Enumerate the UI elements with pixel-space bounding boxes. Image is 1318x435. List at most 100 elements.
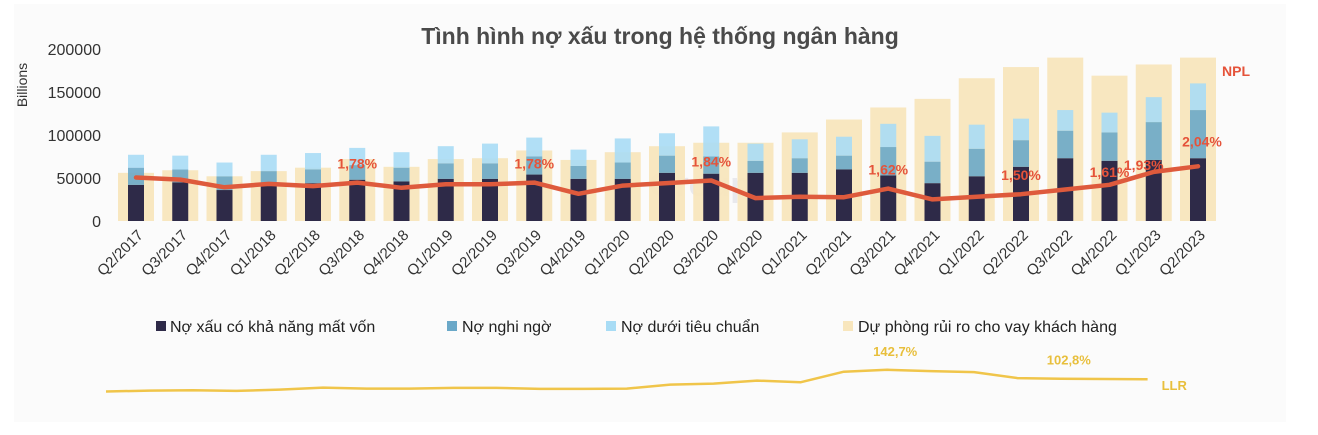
y-axis: 0 50000 100000 150000 200000: [48, 42, 101, 231]
legend-swatch: [843, 321, 853, 331]
substandard-debt-bar: [659, 133, 675, 156]
substandard-debt-bar: [1101, 112, 1118, 133]
legend-label: Nợ dưới tiêu chuẩn: [621, 318, 759, 336]
substandard-debt-bar: [1057, 110, 1074, 131]
doubtful-debt-bar: [349, 165, 366, 180]
doubtful-debt-bar: [260, 171, 277, 185]
legend: Nợ xấu có khả năng mất vốn Nợ nghi ngờ Nợ …: [156, 318, 1117, 336]
y-tick-label: 50000: [57, 171, 102, 188]
doubtful-debt-bar: [305, 169, 321, 184]
substandard-debt-bar: [526, 137, 543, 157]
substandard-debt-bar: [703, 126, 720, 157]
y-tick-label: 100000: [48, 128, 101, 145]
doubtful-debt-bar: [880, 147, 897, 176]
npl-data-label: 1,78%: [514, 156, 554, 172]
substandard-debt-bar: [128, 154, 144, 168]
y-axis-label: Billions: [14, 63, 30, 107]
legend-label: Dự phòng rủi ro cho vay khách hàng: [858, 319, 1117, 336]
substandard-debt-bar: [924, 135, 941, 162]
loss-debt-bar: [349, 179, 366, 221]
doubtful-debt-bar: [1190, 110, 1206, 159]
doubtful-debt-bar: [614, 162, 631, 179]
legend-swatch: [156, 321, 166, 331]
legend-label: Nợ nghi ngờ: [462, 319, 552, 336]
loss-debt-bar: [1190, 158, 1206, 221]
legend-label: Nợ xấu có khả năng mất vốn: [170, 319, 375, 336]
npl-data-label: 1,84%: [691, 153, 731, 169]
doubtful-debt-bar: [703, 156, 720, 174]
legend-swatch: [606, 321, 616, 331]
npl-data-label: 1,78%: [337, 156, 377, 172]
doubtful-debt-bar: [570, 165, 587, 179]
y-tick-label: 150000: [48, 85, 101, 102]
substandard-debt-bar: [260, 154, 277, 172]
npl-series-label: NPL: [1222, 63, 1250, 79]
loss-debt-bar: [172, 182, 189, 221]
npl-data-label: 1,61%: [1090, 164, 1130, 180]
llr-data-label: 142,7%: [873, 344, 918, 359]
substandard-debt-bar: [1145, 97, 1162, 123]
loss-debt-bar: [128, 184, 144, 221]
doubtful-debt-bar: [482, 163, 498, 179]
loss-debt-bar: [526, 174, 543, 221]
substandard-debt-bar: [570, 149, 587, 166]
loss-debt-bar: [260, 184, 277, 221]
loss-debt-bar: [216, 190, 233, 221]
doubtful-debt-bar: [1145, 122, 1162, 160]
loss-debt-bar: [703, 173, 720, 221]
substandard-debt-bar: [968, 124, 985, 149]
npl-data-label: 1,50%: [1001, 167, 1041, 183]
doubtful-debt-bar: [1057, 130, 1074, 159]
bar-series: [118, 57, 1216, 222]
loss-debt-bar: [924, 183, 941, 221]
legend-swatch: [447, 321, 457, 331]
substandard-debt-bar: [1013, 118, 1029, 141]
substandard-debt-bar: [747, 143, 764, 161]
chart-title: Tình hình nợ xấu trong hệ thống ngân hàn…: [421, 23, 899, 49]
doubtful-debt-bar: [747, 160, 764, 173]
substandard-debt-bar: [349, 147, 366, 166]
npl-data-label: 1,62%: [868, 162, 908, 178]
doubtful-debt-bar: [1013, 140, 1029, 167]
npl-data-label: 2,04%: [1182, 133, 1222, 149]
substandard-debt-bar: [172, 155, 189, 170]
llr-line: [105, 368, 1148, 393]
doubtful-debt-bar: [526, 156, 543, 175]
y-tick-label: 200000: [48, 42, 101, 59]
doubtful-debt-bar: [1101, 132, 1118, 161]
doubtful-debt-bar: [659, 155, 675, 173]
loss-debt-bar: [482, 178, 498, 221]
loss-debt-bar: [1101, 160, 1118, 221]
llr-series-label: LLR: [1162, 378, 1188, 393]
doubtful-debt-bar: [791, 158, 808, 173]
y-tick-label: 0: [92, 214, 101, 231]
doubtful-debt-bar: [836, 155, 852, 170]
npl-data-label: 1,93%: [1124, 157, 1164, 173]
substandard-debt-bar: [1190, 83, 1206, 111]
npl-line: [133, 164, 1201, 202]
loss-debt-bar: [305, 183, 321, 221]
substandard-debt-bar: [216, 162, 233, 177]
substandard-debt-bar: [614, 138, 631, 163]
substandard-debt-bar: [791, 139, 808, 159]
loss-debt-bar: [570, 178, 587, 221]
substandard-debt-bar: [482, 143, 498, 164]
doubtful-debt-bar: [968, 148, 985, 177]
llr-data-label: 102,8%: [1047, 353, 1092, 368]
substandard-debt-bar: [836, 136, 852, 156]
doubtful-debt-bar: [924, 161, 941, 184]
substandard-debt-bar: [393, 152, 410, 168]
substandard-debt-bar: [437, 146, 454, 164]
line-series: 1,78% 1,78% 1,84% 1,62% 1,50% 1,61%1,93% 2,04%…: [133, 63, 1250, 202]
loss-debt-bar: [880, 175, 897, 221]
substandard-debt-bar: [880, 123, 897, 148]
loss-debt-bar: [614, 178, 631, 221]
loss-debt-bar: [659, 172, 675, 221]
llr-chart: 142,7% 102,8% LLR: [105, 344, 1188, 393]
loss-debt-bar: [437, 178, 454, 221]
doubtful-debt-bar: [437, 163, 454, 179]
substandard-debt-bar: [305, 153, 321, 170]
doubtful-debt-bar: [393, 167, 410, 182]
